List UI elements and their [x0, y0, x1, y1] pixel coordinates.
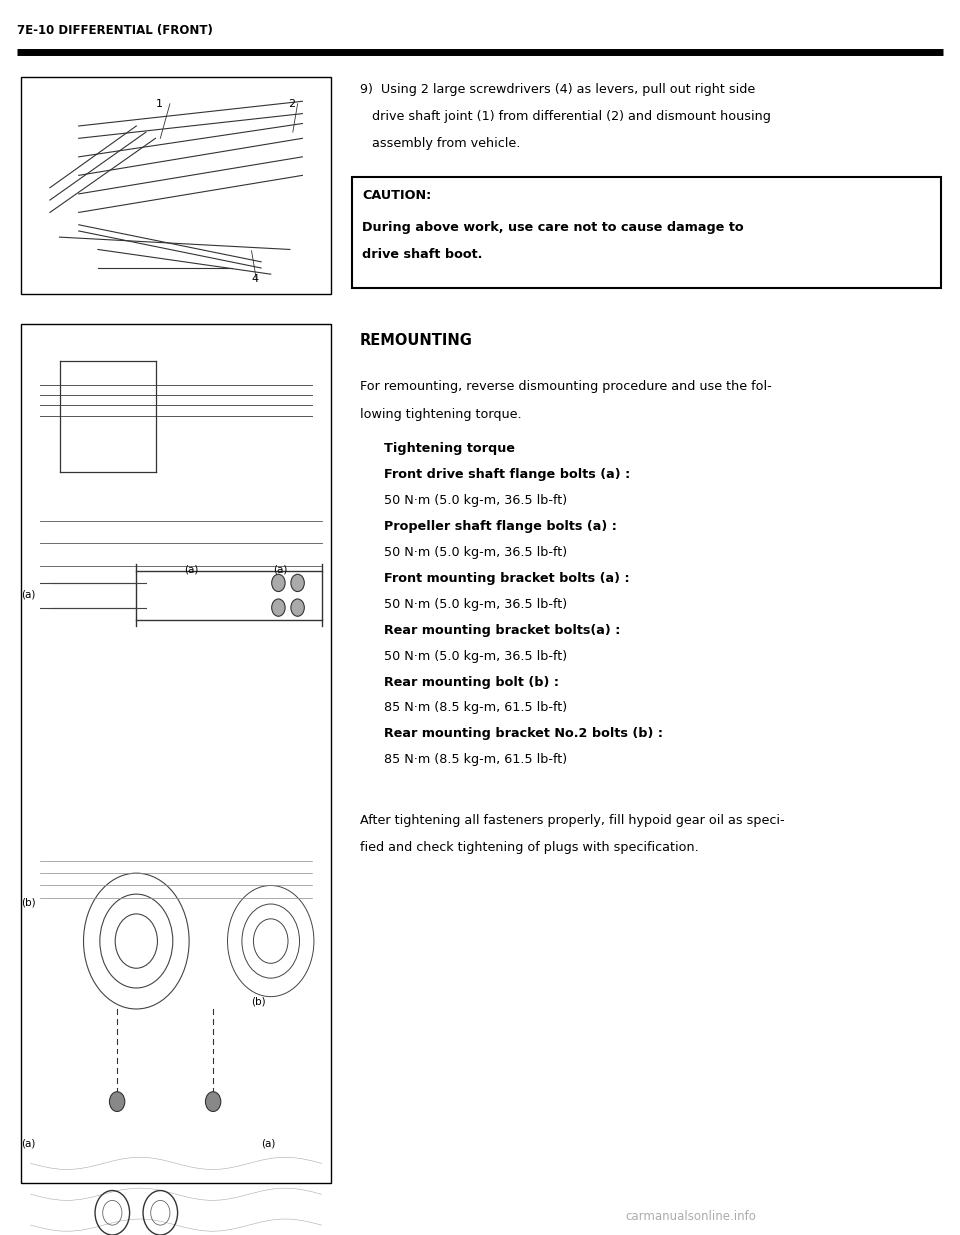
Text: lowing tightening torque.: lowing tightening torque.: [360, 408, 521, 421]
Text: 2: 2: [288, 99, 295, 109]
Text: (a): (a): [274, 564, 288, 574]
Text: Rear mounting bracket No.2 bolts (b) :: Rear mounting bracket No.2 bolts (b) :: [384, 727, 663, 741]
Circle shape: [291, 574, 304, 592]
FancyBboxPatch shape: [352, 177, 941, 288]
Text: 4: 4: [252, 274, 258, 284]
Text: (a): (a): [184, 564, 199, 574]
Text: 85 N·m (8.5 kg-m, 61.5 lb-ft): 85 N·m (8.5 kg-m, 61.5 lb-ft): [384, 753, 567, 767]
Text: 50 N·m (5.0 kg-m, 36.5 lb-ft): 50 N·m (5.0 kg-m, 36.5 lb-ft): [384, 546, 567, 559]
Circle shape: [291, 599, 304, 616]
Circle shape: [272, 574, 285, 592]
Text: CAUTION:: CAUTION:: [362, 189, 431, 203]
Text: 50 N·m (5.0 kg-m, 36.5 lb-ft): 50 N·m (5.0 kg-m, 36.5 lb-ft): [384, 650, 567, 663]
Text: Rear mounting bolt (b) :: Rear mounting bolt (b) :: [384, 676, 559, 689]
Text: 50 N·m (5.0 kg-m, 36.5 lb-ft): 50 N·m (5.0 kg-m, 36.5 lb-ft): [384, 598, 567, 611]
Text: Tightening torque: Tightening torque: [384, 442, 515, 456]
Text: (a): (a): [261, 1139, 276, 1149]
Text: 85 N·m (8.5 kg-m, 61.5 lb-ft): 85 N·m (8.5 kg-m, 61.5 lb-ft): [384, 701, 567, 715]
Text: During above work, use care not to cause damage to: During above work, use care not to cause…: [362, 221, 744, 235]
Text: Rear mounting bracket bolts(a) :: Rear mounting bracket bolts(a) :: [384, 624, 620, 637]
Text: (a): (a): [21, 1139, 36, 1149]
Text: After tightening all fasteners properly, fill hypoid gear oil as speci-: After tightening all fasteners properly,…: [360, 814, 784, 827]
FancyBboxPatch shape: [21, 324, 331, 1183]
Text: (b): (b): [21, 898, 36, 908]
Text: 1: 1: [156, 99, 162, 109]
Text: Front mounting bracket bolts (a) :: Front mounting bracket bolts (a) :: [384, 572, 630, 585]
Text: (b): (b): [252, 997, 266, 1007]
Text: drive shaft boot.: drive shaft boot.: [362, 248, 482, 262]
Circle shape: [272, 599, 285, 616]
Text: drive shaft joint (1) from differential (2) and dismount housing: drive shaft joint (1) from differential …: [372, 110, 770, 124]
Text: assembly from vehicle.: assembly from vehicle.: [372, 137, 520, 151]
Text: 9)  Using 2 large screwdrivers (4) as levers, pull out right side: 9) Using 2 large screwdrivers (4) as lev…: [360, 83, 756, 96]
Text: fied and check tightening of plugs with specification.: fied and check tightening of plugs with …: [360, 841, 699, 855]
Text: 7E-10 DIFFERENTIAL (FRONT): 7E-10 DIFFERENTIAL (FRONT): [17, 23, 213, 37]
Text: REMOUNTING: REMOUNTING: [360, 333, 473, 348]
Text: carmanualsonline.info: carmanualsonline.info: [626, 1209, 756, 1223]
Text: Front drive shaft flange bolts (a) :: Front drive shaft flange bolts (a) :: [384, 468, 631, 482]
Circle shape: [205, 1092, 221, 1112]
Text: For remounting, reverse dismounting procedure and use the fol-: For remounting, reverse dismounting proc…: [360, 380, 772, 394]
Text: 50 N·m (5.0 kg-m, 36.5 lb-ft): 50 N·m (5.0 kg-m, 36.5 lb-ft): [384, 494, 567, 508]
Circle shape: [109, 1092, 125, 1112]
Text: (a): (a): [21, 589, 36, 599]
FancyBboxPatch shape: [21, 77, 331, 294]
Text: Propeller shaft flange bolts (a) :: Propeller shaft flange bolts (a) :: [384, 520, 617, 534]
